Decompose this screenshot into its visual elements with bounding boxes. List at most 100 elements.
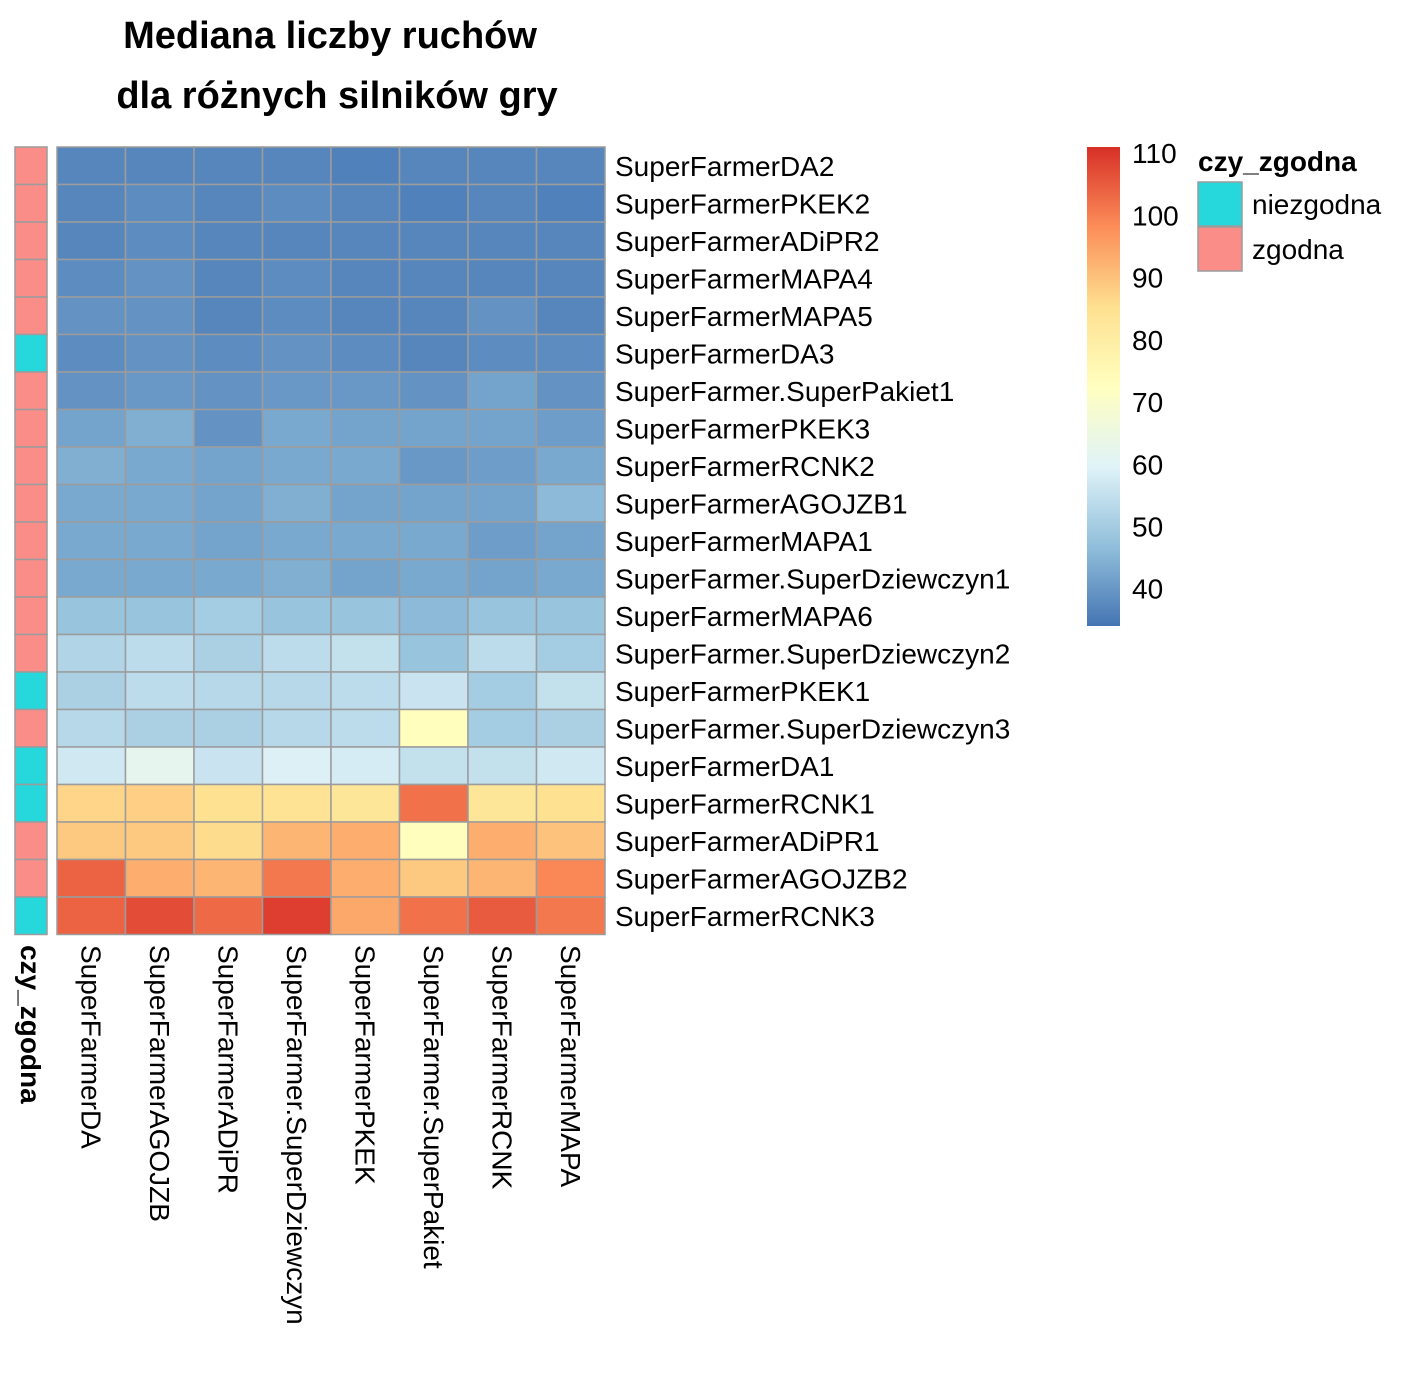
annotation-legend-title: czy_zgodna — [1198, 146, 1357, 177]
heatmap-cell — [193, 258, 264, 298]
heatmap-cell — [193, 558, 264, 598]
heatmap-cell — [193, 858, 264, 898]
heatmap-cell — [330, 483, 401, 523]
heatmap-cell — [467, 371, 538, 411]
heatmap-cell — [261, 596, 332, 636]
row-label: SuperFarmerMAPA6 — [615, 601, 873, 632]
heatmap-cell — [56, 708, 127, 748]
heatmap-cell — [535, 783, 606, 823]
column-label: SuperFarmer.SuperDziewczyn — [281, 945, 312, 1325]
heatmap-cell — [330, 521, 401, 561]
row-label: SuperFarmerADiPR2 — [615, 226, 880, 257]
annotation-cell — [14, 783, 48, 823]
heatmap-cell — [193, 821, 264, 861]
heatmap-cell — [330, 558, 401, 598]
heatmap-cell — [56, 371, 127, 411]
heatmap-cell — [56, 671, 127, 711]
heatmap-cell — [124, 296, 195, 336]
heatmap-cell — [261, 708, 332, 748]
annotation-legend-swatch — [1197, 181, 1243, 227]
heatmap-cell — [261, 446, 332, 486]
column-label: SuperFarmer.SuperPakiet — [418, 945, 449, 1269]
column-labels: SuperFarmerDA SuperFarmerAGOJZB SuperFarme… — [75, 945, 586, 1325]
heatmap-cell — [261, 783, 332, 823]
heatmap-cell — [124, 333, 195, 373]
heatmap-cell — [398, 296, 469, 336]
row-label: SuperFarmerADiPR1 — [615, 826, 880, 857]
heatmap-cell — [193, 671, 264, 711]
heatmap-cell — [56, 221, 127, 261]
heatmap-cell — [56, 183, 127, 223]
row-label: SuperFarmerDA2 — [615, 151, 834, 182]
annotation-cell — [14, 746, 48, 786]
row-label: SuperFarmerAGOJZB2 — [615, 863, 908, 894]
heatmap-cell — [330, 408, 401, 448]
heatmap-cell — [398, 821, 469, 861]
heatmap-cell — [467, 633, 538, 673]
heatmap-cell — [535, 708, 606, 748]
heatmap-cell — [467, 146, 538, 186]
heatmap-cell — [535, 633, 606, 673]
heatmap-cell — [124, 446, 195, 486]
heatmap-cell — [398, 446, 469, 486]
heatmap-cell — [261, 633, 332, 673]
heatmap-cell — [124, 183, 195, 223]
heatmap-cell — [535, 258, 606, 298]
heatmap-cell — [330, 858, 401, 898]
color-legend: 40 50 60 70 80 90 100 110 — [1087, 138, 1179, 626]
heatmap-cell — [193, 146, 264, 186]
row-label: SuperFarmerRCNK2 — [615, 451, 875, 482]
heatmap-cell — [330, 183, 401, 223]
heatmap-cell — [467, 896, 538, 936]
column-label: SuperFarmerAGOJZB — [144, 945, 175, 1222]
heatmap-cell — [193, 408, 264, 448]
annotation-cell — [14, 521, 48, 561]
annotation-cell — [14, 146, 48, 186]
annotation-legend-label: zgodna — [1252, 234, 1344, 265]
row-label: SuperFarmerPKEK3 — [615, 413, 870, 444]
row-label: SuperFarmer.SuperDziewczyn3 — [615, 713, 1010, 744]
row-label: SuperFarmerMAPA4 — [615, 263, 873, 294]
heatmap-cell — [193, 221, 264, 261]
heatmap-cell — [56, 333, 127, 373]
colorbar-tick-label: 50 — [1132, 511, 1163, 542]
annotation-cell — [14, 858, 48, 898]
heatmap-cell — [535, 821, 606, 861]
heatmap-cell — [535, 858, 606, 898]
heatmap-cell — [467, 408, 538, 448]
row-labels: SuperFarmerDA2 SuperFarmerPKEK2 SuperFarme… — [615, 151, 1010, 932]
column-label: SuperFarmerRCNK — [486, 945, 517, 1190]
heatmap-cell — [535, 896, 606, 936]
chart-title-line-1: Mediana liczby ruchów — [123, 15, 537, 57]
row-label: SuperFarmerPKEK2 — [615, 188, 870, 219]
heatmap-cell — [124, 146, 195, 186]
heatmap-cell — [261, 146, 332, 186]
heatmap-cell — [398, 896, 469, 936]
annotation-cell — [14, 558, 48, 598]
heatmap-cell — [124, 708, 195, 748]
heatmap-cell — [56, 746, 127, 786]
heatmap-cell — [330, 296, 401, 336]
annotation-cell — [14, 371, 48, 411]
heatmap-cell — [535, 671, 606, 711]
heatmap-cell — [261, 221, 332, 261]
heatmap-cell — [398, 521, 469, 561]
heatmap-cell — [535, 558, 606, 598]
annotation-cell — [14, 183, 48, 223]
annotation-strip — [14, 146, 48, 936]
row-label: SuperFarmer.SuperDziewczyn2 — [615, 638, 1010, 669]
heatmap-cell — [261, 183, 332, 223]
heatmap-cell — [535, 183, 606, 223]
heatmap-cell — [467, 821, 538, 861]
heatmap-cell — [330, 896, 401, 936]
heatmap-cell — [261, 671, 332, 711]
heatmap-cell — [193, 446, 264, 486]
chart-title-line-2: dla różnych silników gry — [116, 75, 557, 117]
annotation-cell — [14, 671, 48, 711]
heatmap-cell — [124, 896, 195, 936]
annotation-cell — [14, 483, 48, 523]
heatmap-cell — [535, 521, 606, 561]
heatmap-cell — [330, 596, 401, 636]
annotation-axis-label: czy_zgodna — [15, 945, 46, 1104]
heatmap-cell — [398, 558, 469, 598]
